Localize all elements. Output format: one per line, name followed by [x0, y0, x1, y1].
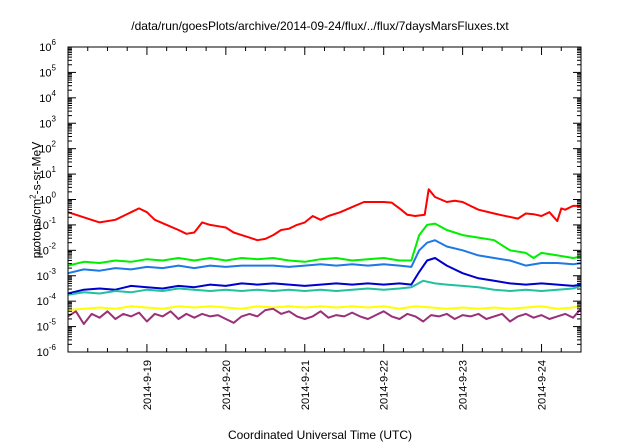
x-tick-label: 2014-9-23	[458, 360, 470, 410]
x-tick-label: 2014-9-22	[379, 360, 391, 410]
x-tick-label: 2014-9-24	[537, 360, 549, 410]
x-tick-label: 2014-9-21	[300, 360, 312, 410]
y-tick-label: 104	[39, 89, 56, 105]
y-tick-label: 10-5	[37, 318, 57, 334]
y-tick-label: 10-6	[37, 343, 57, 359]
y-tick-label: 105	[39, 63, 56, 79]
y-tick-label: 102	[39, 140, 56, 156]
x-axis-label: Coordinated Universal Time (UTC)	[227, 428, 413, 442]
y-tick-label: 100	[39, 191, 56, 207]
x-tick-label: 2014-9-19	[142, 360, 154, 410]
x-tick-label: 2014-9-20	[221, 360, 233, 410]
y-tick-label: 10-1	[37, 216, 57, 232]
series-line-4	[67, 257, 582, 295]
series-line-7	[67, 307, 582, 325]
axis-ticks: 106 105 104 103 102 101 100 10-1 10-2 10-3 10-4 10-…	[37, 38, 582, 410]
y-tick-label: 10-4	[37, 292, 57, 308]
y-tick-label: 101	[39, 165, 56, 181]
plot-frame	[67, 46, 582, 353]
y-tick-label: 103	[39, 114, 56, 130]
series-lines	[67, 188, 582, 325]
y-tick-label: 10-2	[37, 241, 57, 257]
series-line-2	[67, 222, 582, 267]
y-axis-label: protons/cm2-s-sr-MeV	[29, 142, 44, 258]
y-axis-label-suffix: -s-sr-MeV	[29, 141, 44, 195]
y-axis-label-prefix: protons/cm	[29, 198, 44, 259]
series-line-6	[67, 305, 582, 312]
series-line-5	[67, 279, 582, 296]
chart-title: /data/run/goesPlots/archive/2014-09-24/f…	[131, 19, 509, 33]
series-line-3	[67, 239, 582, 275]
series-line-1	[67, 188, 581, 242]
y-tick-label: 106	[39, 38, 56, 54]
y-tick-label: 10-3	[37, 267, 57, 283]
y-axis-label-sup: 2	[28, 194, 38, 199]
